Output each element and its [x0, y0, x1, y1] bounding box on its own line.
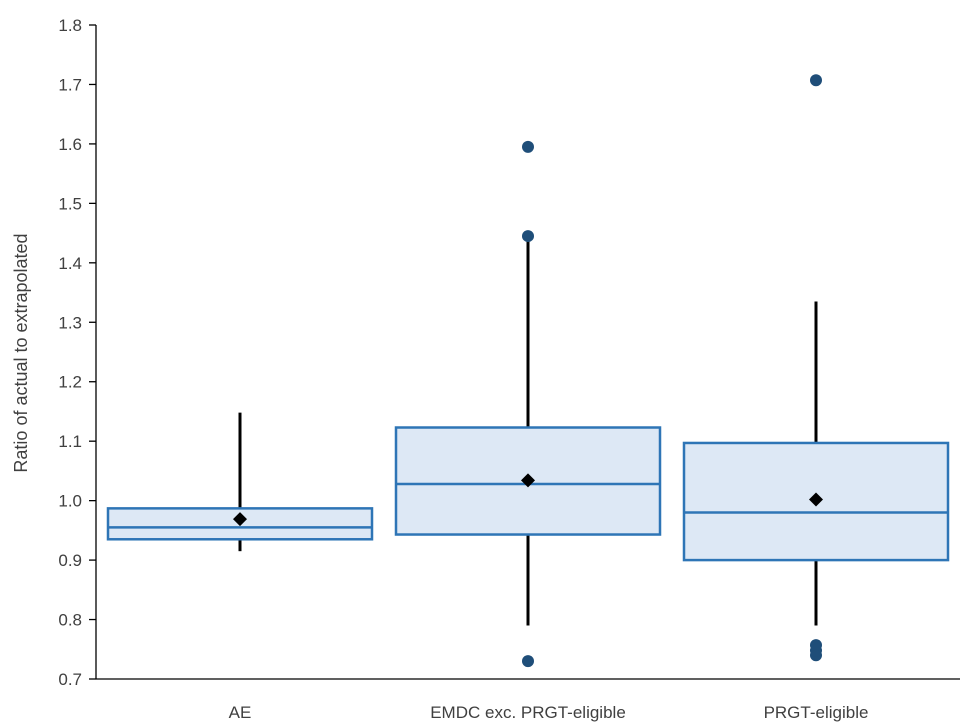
mean-marker: [233, 512, 247, 527]
y-tick-label: 1.1: [58, 432, 82, 451]
outlier-point: [810, 74, 822, 87]
y-tick-label: 0.8: [58, 611, 82, 630]
y-tick-label: 1.2: [58, 373, 82, 392]
y-tick-label: 0.9: [58, 551, 82, 570]
y-tick-label: 1.4: [58, 254, 82, 273]
y-tick-label: 1.5: [58, 194, 82, 213]
y-tick-label: 1.7: [58, 75, 82, 94]
outlier-point: [522, 655, 534, 668]
y-tick-label: 0.7: [58, 670, 82, 689]
x-tick-label: PRGT-eligible: [764, 703, 869, 722]
box-layer: [106, 74, 950, 668]
outlier-point: [522, 230, 534, 243]
y-axis-title: Ratio of actual to extrapolated: [11, 233, 31, 472]
axes-layer: [89, 24, 960, 680]
outlier-point: [810, 639, 822, 652]
outlier-point: [522, 140, 534, 153]
mean-marker: [521, 473, 535, 488]
labels-layer: 0.7 0.8 0.9 1.0 1.1 1.2 1.3 1.4 1.5 1.6 1.7 1.8 AE EM…: [58, 16, 868, 722]
y-tick-label: 1.0: [58, 492, 82, 511]
y-tick-label: 1.8: [58, 16, 82, 35]
x-tick-label: EMDC exc. PRGT-eligible: [430, 703, 626, 722]
y-tick-label: 1.6: [58, 135, 82, 154]
y-tick-label: 1.3: [58, 313, 82, 332]
x-tick-label: AE: [229, 703, 252, 722]
mean-marker: [809, 492, 823, 507]
